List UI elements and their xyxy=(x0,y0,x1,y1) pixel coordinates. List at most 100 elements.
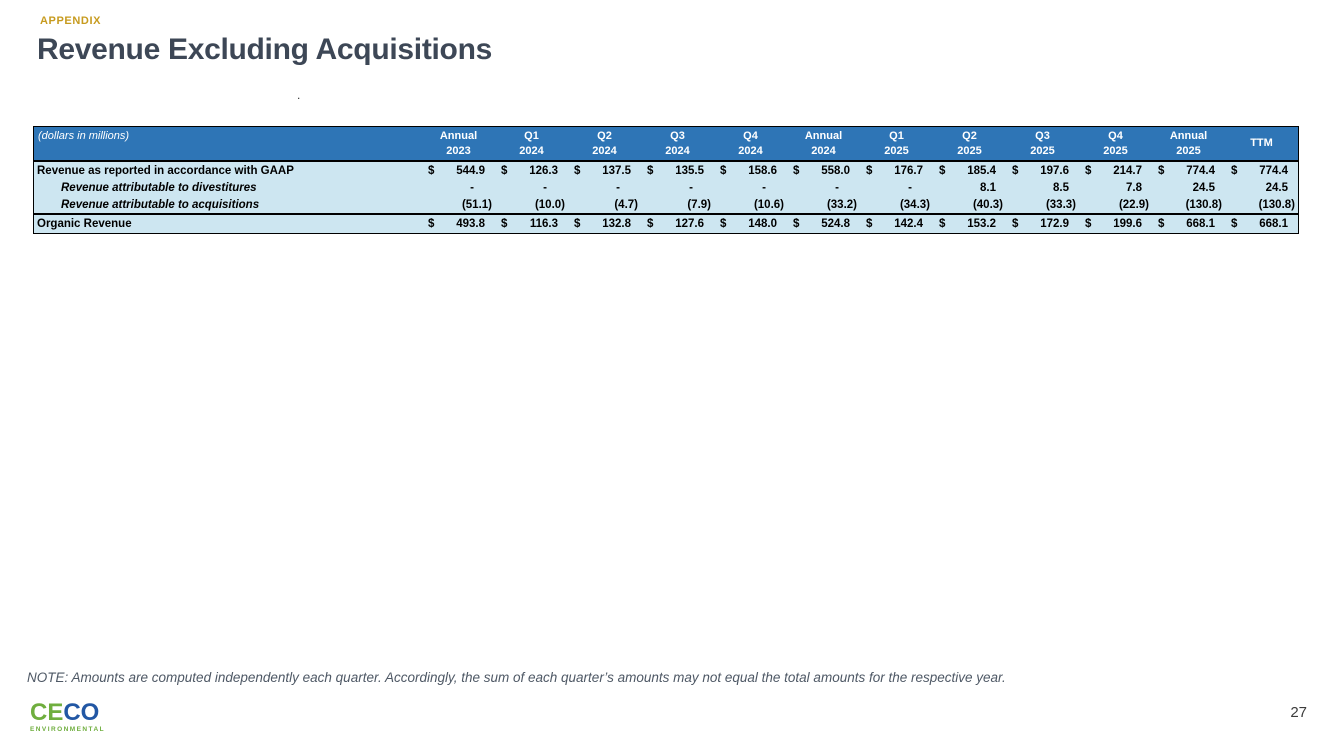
currency-symbol: $ xyxy=(501,218,508,230)
table-row: Revenue attributable to divestitures - - - -… xyxy=(34,179,1298,196)
currency-symbol: $ xyxy=(647,218,654,230)
currency-symbol: $ xyxy=(501,164,508,177)
column-header-line1: Q1 xyxy=(889,130,904,142)
data-cell: $127.6 xyxy=(641,215,714,233)
cell-value: - xyxy=(762,181,766,194)
column-header-line2: 2025 xyxy=(1176,144,1201,157)
column-header-line2: 2024 xyxy=(738,144,763,157)
cell-value: - xyxy=(616,181,620,194)
data-cell: $214.7 xyxy=(1079,162,1152,179)
data-cell: $172.9 xyxy=(1006,215,1079,233)
data-cell: (40.3) xyxy=(933,196,1006,213)
data-cell: $544.9 xyxy=(422,162,495,179)
column-header-line1: Annual xyxy=(1169,130,1208,142)
cell-value: 148.0 xyxy=(748,218,777,230)
logo-text-ce: CE xyxy=(30,699,64,726)
cell-value: (130.8) xyxy=(1258,198,1295,211)
data-cell: $197.6 xyxy=(1006,162,1079,179)
currency-symbol: $ xyxy=(647,164,654,177)
data-cell: - xyxy=(641,179,714,196)
data-cell: $158.6 xyxy=(714,162,787,179)
cell-value: 127.6 xyxy=(675,218,704,230)
data-cell: $153.2 xyxy=(933,215,1006,233)
column-header-line2: 2025 xyxy=(957,144,982,157)
column-header-line1: Q4 xyxy=(1108,130,1123,142)
cell-value: - xyxy=(543,181,547,194)
data-cell: (7.9) xyxy=(641,196,714,213)
revenue-excluding-acquisitions-table: (dollars in millions) Annual 2023 Q1 2024 Q2 2… xyxy=(33,126,1299,234)
currency-symbol: $ xyxy=(1012,218,1019,230)
cell-value: (130.8) xyxy=(1185,198,1222,211)
data-cell: $126.3 xyxy=(495,162,568,179)
table-row: Organic Revenue $493.8 $116.3 $132.8 $127.6 $… xyxy=(34,213,1298,233)
currency-symbol: $ xyxy=(1231,218,1238,230)
cell-value: 197.6 xyxy=(1040,164,1069,177)
data-cell: $199.6 xyxy=(1079,215,1152,233)
cell-value: 668.1 xyxy=(1186,218,1215,230)
cell-value: 558.0 xyxy=(821,164,850,177)
currency-symbol: $ xyxy=(428,218,435,230)
column-header-line2: 2024 xyxy=(665,144,690,157)
cell-value: 668.1 xyxy=(1259,218,1288,230)
column-header: Annual 2024 xyxy=(787,127,860,160)
column-header-line1: Q3 xyxy=(1035,130,1050,142)
table-row: Revenue as reported in accordance with G… xyxy=(34,162,1298,179)
data-cell: $774.4 xyxy=(1225,162,1298,179)
column-header: Annual 2025 xyxy=(1152,127,1225,160)
data-cell: (4.7) xyxy=(568,196,641,213)
cell-value: (10.6) xyxy=(753,198,784,211)
data-cell: $148.0 xyxy=(714,215,787,233)
cell-value: (33.2) xyxy=(826,198,857,211)
data-cell: $558.0 xyxy=(787,162,860,179)
currency-symbol: $ xyxy=(939,164,946,177)
currency-symbol: $ xyxy=(720,218,727,230)
cell-value: 199.6 xyxy=(1113,218,1142,230)
currency-symbol: $ xyxy=(428,164,435,177)
currency-symbol: $ xyxy=(1012,164,1019,177)
cell-value: 185.4 xyxy=(967,164,996,177)
cell-value: 176.7 xyxy=(894,164,923,177)
currency-symbol: $ xyxy=(793,218,800,230)
data-cell: - xyxy=(714,179,787,196)
cell-value: - xyxy=(835,181,839,194)
column-header-line1: Annual xyxy=(804,130,843,142)
column-header: Q3 2024 xyxy=(641,127,714,160)
cell-value: - xyxy=(689,181,693,194)
cell-value: (40.3) xyxy=(972,198,1003,211)
cell-value: 24.5 xyxy=(1265,181,1288,194)
currency-symbol: $ xyxy=(866,164,873,177)
column-header-line1: Annual xyxy=(439,130,478,142)
data-cell: $132.8 xyxy=(568,215,641,233)
cell-value: 8.1 xyxy=(980,181,996,194)
cell-value: (10.0) xyxy=(534,198,565,211)
cell-value: 774.4 xyxy=(1259,164,1288,177)
row-label: Revenue attributable to divestitures xyxy=(61,181,257,194)
column-header: TTM xyxy=(1225,127,1298,160)
currency-symbol: $ xyxy=(1158,164,1165,177)
logo-text-co: CO xyxy=(63,699,100,726)
data-cell: (22.9) xyxy=(1079,196,1152,213)
data-cell: $774.4 xyxy=(1152,162,1225,179)
currency-symbol: $ xyxy=(574,164,581,177)
cell-value: (34.3) xyxy=(899,198,930,211)
cell-value: 774.4 xyxy=(1186,164,1215,177)
cell-value: 214.7 xyxy=(1113,164,1142,177)
cell-value: (22.9) xyxy=(1118,198,1149,211)
cell-value: (4.7) xyxy=(614,198,638,211)
column-header-line2: 2025 xyxy=(1103,144,1128,157)
row-label: Organic Revenue xyxy=(37,218,132,230)
data-cell: $142.4 xyxy=(860,215,933,233)
data-cell: $668.1 xyxy=(1152,215,1225,233)
currency-symbol: $ xyxy=(1085,218,1092,230)
column-header-line2: 2024 xyxy=(811,144,836,157)
cell-value: (7.9) xyxy=(687,198,711,211)
cell-value: - xyxy=(908,181,912,194)
data-cell: (33.3) xyxy=(1006,196,1079,213)
column-header-line1: Q2 xyxy=(962,130,977,142)
data-cell: (34.3) xyxy=(860,196,933,213)
row-label: Revenue as reported in accordance with G… xyxy=(37,164,294,177)
cell-value: 132.8 xyxy=(602,218,631,230)
column-header: Q1 2025 xyxy=(860,127,933,160)
data-cell: (10.6) xyxy=(714,196,787,213)
